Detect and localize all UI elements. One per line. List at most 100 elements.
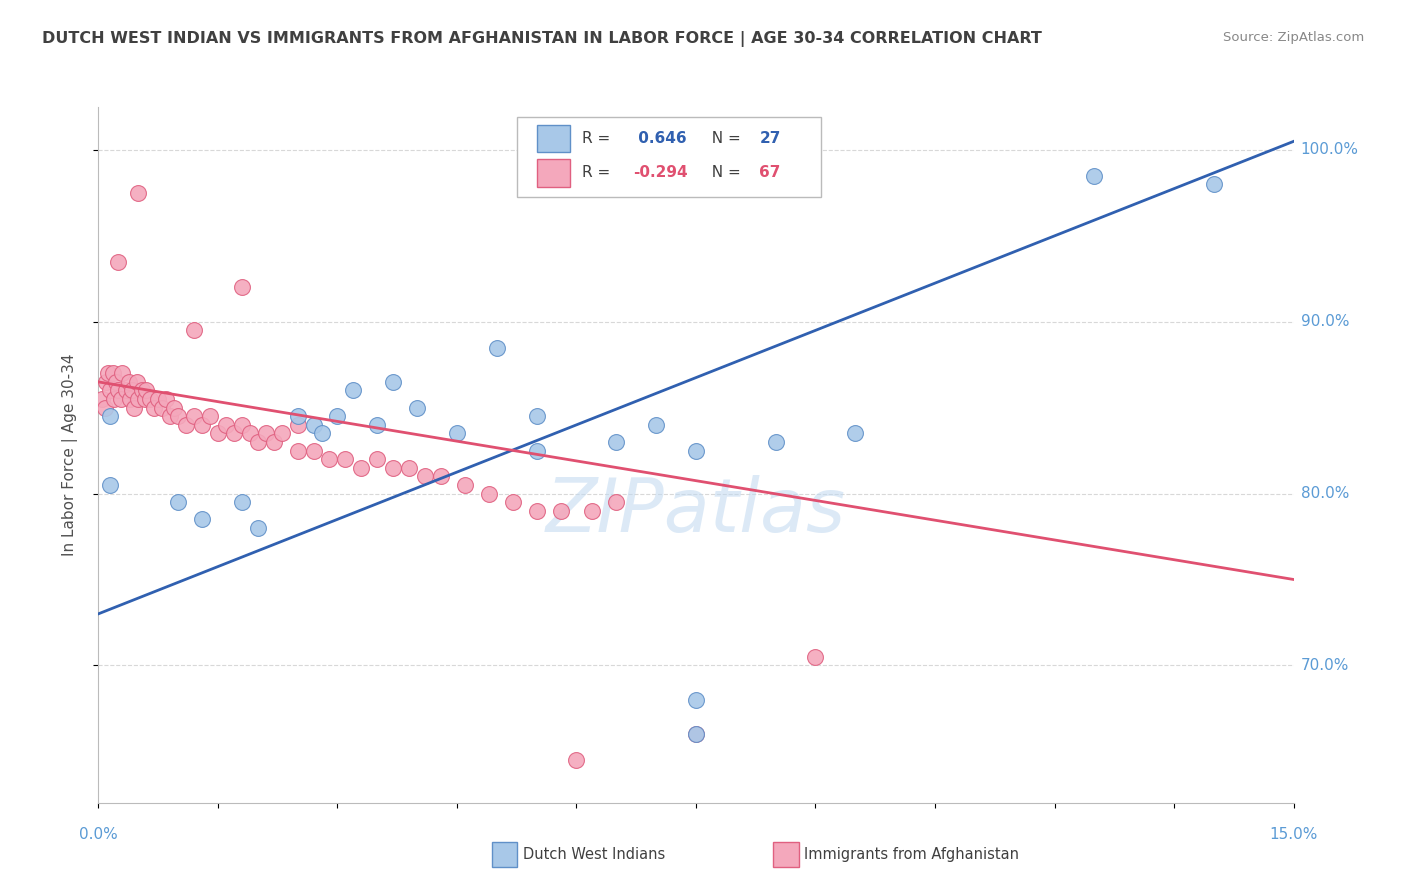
Point — [183, 409, 205, 424]
Text: -0.294: -0.294 — [633, 165, 688, 180]
Point — [287, 417, 309, 432]
Text: Immigrants from Afghanistan: Immigrants from Afghanistan — [804, 847, 1019, 862]
Point — [382, 460, 405, 475]
Bar — [537, 125, 571, 153]
Text: Dutch West Indians: Dutch West Indians — [523, 847, 665, 862]
Point — [302, 443, 325, 458]
Point — [382, 375, 405, 389]
Point — [502, 495, 524, 509]
Point — [765, 435, 787, 450]
Text: 90.0%: 90.0% — [1301, 314, 1348, 329]
Text: 0.646: 0.646 — [633, 131, 686, 146]
Point — [318, 452, 340, 467]
Point — [139, 392, 162, 406]
Point — [246, 435, 269, 450]
Point — [150, 401, 173, 415]
Point — [645, 417, 668, 432]
Point — [804, 649, 827, 664]
Point — [174, 417, 197, 432]
Point — [135, 384, 157, 398]
Point — [131, 384, 153, 398]
Point — [167, 409, 190, 424]
Point — [121, 384, 143, 398]
Text: 27: 27 — [759, 131, 780, 146]
Point — [101, 367, 124, 381]
Point — [239, 426, 262, 441]
Bar — [537, 159, 571, 186]
Point — [183, 323, 205, 337]
Point — [94, 401, 117, 415]
Text: 100.0%: 100.0% — [1301, 143, 1358, 158]
Point — [96, 375, 118, 389]
Point — [124, 401, 146, 415]
Point — [526, 443, 548, 458]
Point — [231, 280, 253, 294]
FancyBboxPatch shape — [517, 118, 821, 197]
Point — [287, 443, 309, 458]
Point — [107, 254, 129, 268]
Point — [685, 443, 707, 458]
Point — [155, 392, 177, 406]
Point — [91, 392, 114, 406]
Text: 0.0%: 0.0% — [79, 827, 118, 841]
Text: 70.0%: 70.0% — [1301, 658, 1348, 673]
Point — [478, 486, 501, 500]
Point — [263, 435, 285, 450]
Point — [454, 478, 477, 492]
Point — [565, 753, 588, 767]
Point — [104, 375, 127, 389]
Text: DUTCH WEST INDIAN VS IMMIGRANTS FROM AFGHANISTAN IN LABOR FORCE | AGE 30-34 CORR: DUTCH WEST INDIAN VS IMMIGRANTS FROM AFG… — [42, 31, 1042, 47]
Point — [125, 375, 148, 389]
Point — [231, 417, 253, 432]
Point — [311, 426, 333, 441]
Point — [398, 460, 420, 475]
Point — [302, 417, 325, 432]
Point — [207, 426, 229, 441]
Text: 67: 67 — [759, 165, 780, 180]
Point — [1083, 169, 1105, 183]
Point — [191, 512, 214, 526]
Point — [287, 409, 309, 424]
Point — [1202, 178, 1225, 192]
Point — [110, 392, 132, 406]
Text: Source: ZipAtlas.com: Source: ZipAtlas.com — [1223, 31, 1364, 45]
Point — [167, 495, 190, 509]
Text: R =: R = — [582, 131, 616, 146]
Point — [685, 727, 707, 741]
Text: ZIPatlas: ZIPatlas — [546, 475, 846, 547]
Point — [366, 452, 388, 467]
Point — [254, 426, 277, 441]
Point — [270, 426, 292, 441]
Point — [163, 401, 186, 415]
Point — [342, 384, 364, 398]
Point — [215, 417, 238, 432]
Point — [231, 495, 253, 509]
Point — [526, 504, 548, 518]
Point — [413, 469, 436, 483]
Point — [198, 409, 221, 424]
Point — [159, 409, 181, 424]
Text: N =: N = — [702, 131, 745, 146]
Text: 15.0%: 15.0% — [1270, 827, 1317, 841]
Point — [350, 460, 373, 475]
Point — [406, 401, 429, 415]
Point — [222, 426, 245, 441]
Point — [98, 478, 122, 492]
Point — [844, 426, 866, 441]
Point — [134, 392, 156, 406]
Point — [526, 409, 548, 424]
Point — [581, 504, 603, 518]
Point — [127, 392, 149, 406]
Point — [111, 367, 134, 381]
Point — [685, 692, 707, 706]
Y-axis label: In Labor Force | Age 30-34: In Labor Force | Age 30-34 — [62, 353, 77, 557]
Text: R =: R = — [582, 165, 616, 180]
Point — [605, 495, 627, 509]
Point — [605, 435, 627, 450]
Point — [103, 392, 125, 406]
Point — [148, 392, 170, 406]
Point — [115, 384, 138, 398]
Point — [485, 341, 508, 355]
Point — [191, 417, 214, 432]
Point — [430, 469, 453, 483]
